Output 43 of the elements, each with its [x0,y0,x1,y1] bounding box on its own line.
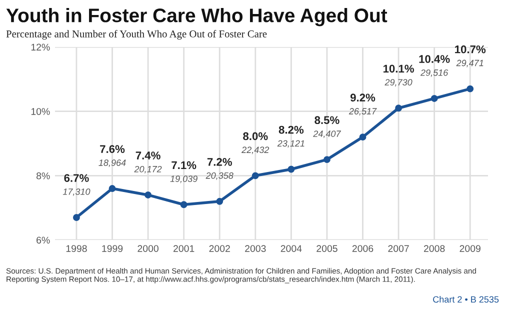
data-label: 8.2% 23,121 [277,126,304,148]
x-tick-label: 1999 [102,245,123,252]
x-tick-label: 2009 [460,245,480,252]
point [73,214,80,221]
x-tick-label: 2001 [174,245,194,252]
data-label: 7.1% 19,039 [170,161,198,184]
y-tick-label: 10% [31,108,50,115]
y-tick-label: 6% [36,236,50,244]
point [216,198,224,205]
data-label: 7.2% 20,358 [206,158,234,180]
data-label: 10.1% 29,730 [383,64,414,87]
point [430,94,438,102]
point [180,201,188,208]
data-label: 8.5% 24,407 [313,116,342,138]
point [288,166,295,173]
data-label: 10.4% 29,516 [419,55,450,77]
x-tick-label: 1998 [66,245,87,252]
data-label: 7.6% 18,964 [98,145,126,167]
x-tick-label: 2000 [138,245,158,252]
data-label: 7.4% 20,172 [134,152,162,174]
point [144,191,152,198]
chart-subtitle: Percentage and Number of Youth Who Age Out of Foster Care [6,30,267,40]
point [359,134,366,141]
chart-title: Youth in Foster Care Who Have Aged Out [6,8,388,26]
x-tick-label: 2002 [209,245,230,252]
point [466,85,474,92]
point [252,172,259,180]
x-tick-label: 2008 [424,245,445,252]
x-tick-label: 2006 [352,245,374,252]
data-label: 8.0% 22,432 [242,132,270,154]
x-tick-label: 2003 [245,245,266,252]
data-label: 9.2% 26,517 [348,94,377,116]
x-tick-label: 2007 [388,245,409,252]
point [108,185,116,192]
data-label: 6.7% 17,310 [62,174,90,196]
point [323,156,330,164]
y-tick-label: 8% [36,172,50,180]
x-tick-label: 2005 [316,245,338,252]
caption: Chart 2 • B 2535 [433,296,499,303]
x-tick-label: 2004 [280,245,302,252]
data-label: 10.7% 29,471 [455,45,486,68]
point [395,104,402,112]
y-tick-label: 12% [31,44,50,51]
